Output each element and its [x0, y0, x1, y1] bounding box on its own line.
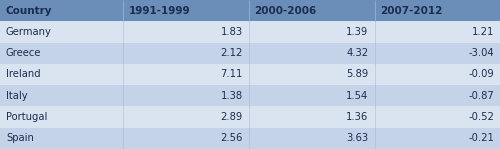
Bar	[248, 85, 374, 106]
Bar	[0, 128, 122, 149]
Bar	[122, 0, 248, 21]
Bar	[0, 106, 122, 128]
Text: 2.12: 2.12	[220, 48, 242, 58]
Bar	[0, 0, 122, 21]
Bar	[248, 64, 374, 85]
Text: -0.09: -0.09	[468, 69, 494, 80]
Text: Portugal: Portugal	[6, 112, 48, 122]
Text: 1.83: 1.83	[220, 27, 242, 37]
Text: 1.38: 1.38	[220, 91, 242, 101]
Text: Greece: Greece	[6, 48, 42, 58]
Text: 1.36: 1.36	[346, 112, 368, 122]
Bar	[374, 85, 500, 106]
Text: 2.56: 2.56	[220, 133, 242, 143]
Bar	[374, 0, 500, 21]
Text: 1.39: 1.39	[346, 27, 368, 37]
Text: Germany: Germany	[6, 27, 52, 37]
Text: 3.63: 3.63	[346, 133, 368, 143]
Text: -3.04: -3.04	[468, 48, 494, 58]
Bar	[122, 64, 248, 85]
Text: 2007-2012: 2007-2012	[380, 6, 443, 16]
Text: -0.21: -0.21	[468, 133, 494, 143]
Text: -0.87: -0.87	[468, 91, 494, 101]
Bar	[248, 0, 374, 21]
Text: 5.89: 5.89	[346, 69, 368, 80]
Bar	[0, 43, 122, 64]
Bar	[248, 106, 374, 128]
Bar	[0, 21, 122, 43]
Bar	[248, 43, 374, 64]
Text: 1.54: 1.54	[346, 91, 368, 101]
Bar	[122, 43, 248, 64]
Text: Italy: Italy	[6, 91, 28, 101]
Text: 1.21: 1.21	[472, 27, 494, 37]
Text: 7.11: 7.11	[220, 69, 242, 80]
Bar	[122, 128, 248, 149]
Bar	[0, 64, 122, 85]
Bar	[374, 21, 500, 43]
Bar	[374, 64, 500, 85]
Text: 1991-1999: 1991-1999	[128, 6, 190, 16]
Text: 4.32: 4.32	[346, 48, 368, 58]
Text: Spain: Spain	[6, 133, 34, 143]
Bar	[374, 128, 500, 149]
Text: Ireland: Ireland	[6, 69, 40, 80]
Text: -0.52: -0.52	[468, 112, 494, 122]
Bar	[248, 128, 374, 149]
Text: 2.89: 2.89	[220, 112, 242, 122]
Bar	[122, 21, 248, 43]
Bar	[374, 106, 500, 128]
Text: 2000-2006: 2000-2006	[254, 6, 317, 16]
Bar	[374, 43, 500, 64]
Bar	[122, 85, 248, 106]
Text: Country: Country	[6, 6, 52, 16]
Bar	[248, 21, 374, 43]
Bar	[0, 85, 122, 106]
Bar	[122, 106, 248, 128]
